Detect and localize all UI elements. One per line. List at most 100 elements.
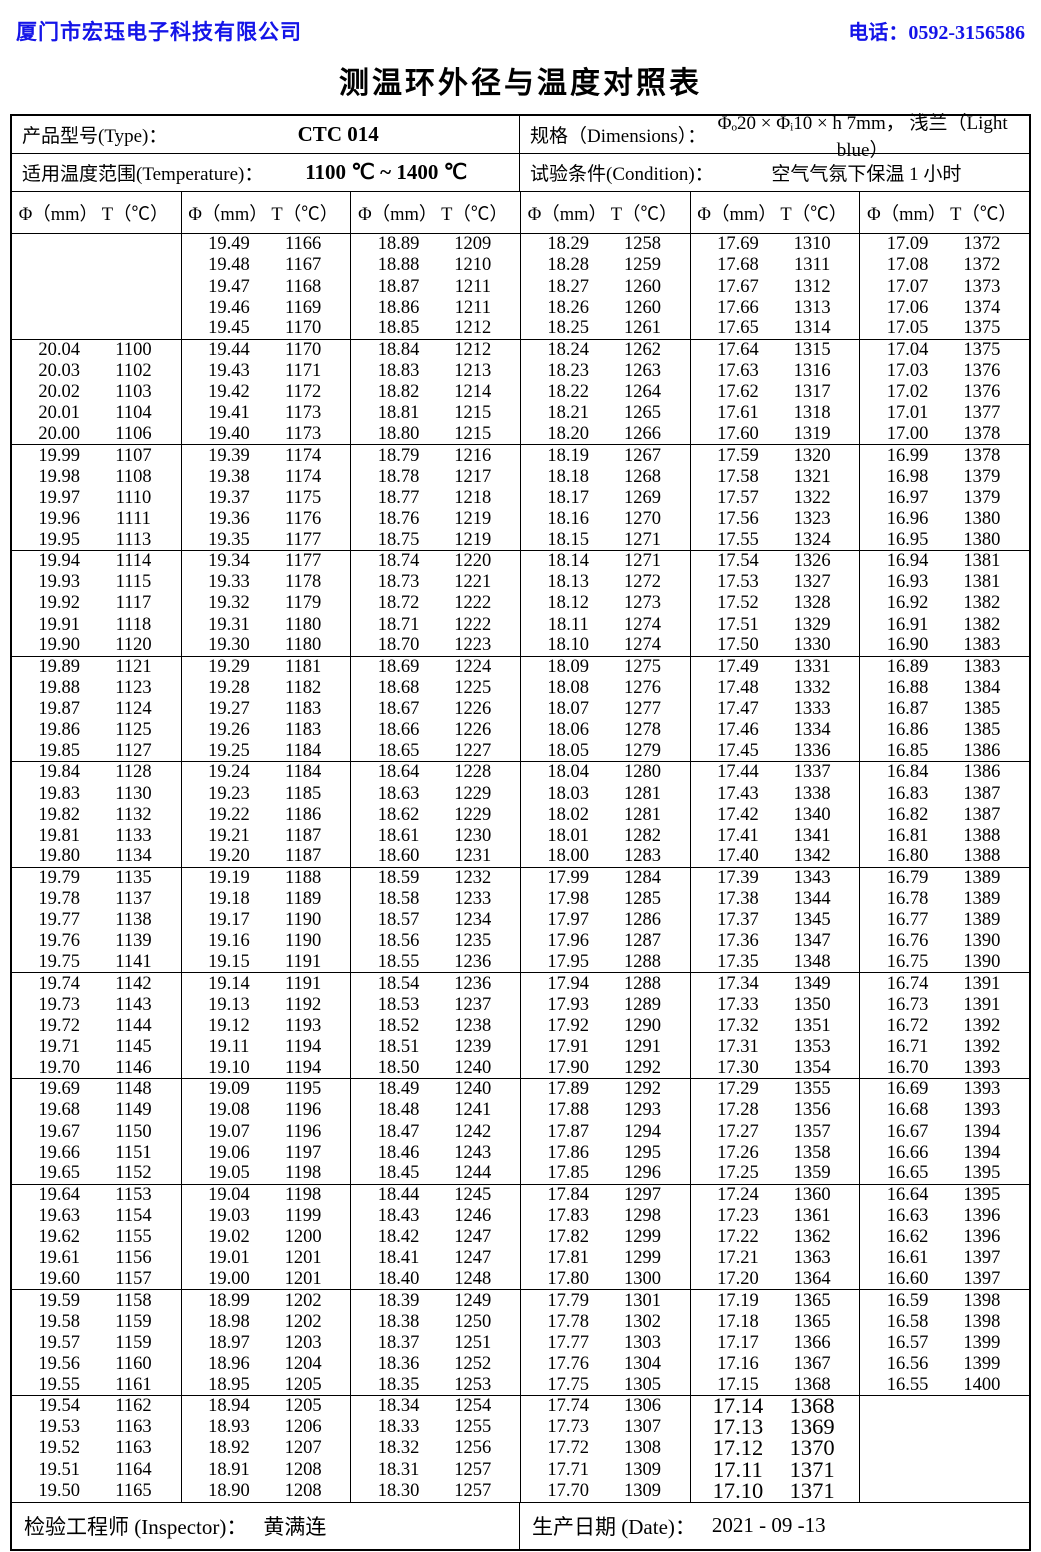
table-row: 19.17 1190 — [182, 910, 351, 931]
temp-cell: 1127 — [115, 740, 152, 761]
temp-cell: 1390 — [963, 952, 1001, 973]
table-row: 16.75 1390 — [860, 952, 1030, 974]
phi-cell: 19.49 — [208, 234, 250, 255]
table-row: 19.92 1117 — [12, 593, 181, 614]
table-row: 17.03 1376 — [860, 361, 1029, 382]
table-column-group-1: Φ（mm） T（℃） 20.04 1100 20.03 1102 20.02 1103 20.0… — [12, 192, 182, 1502]
table-row: 18.38 1250 — [351, 1311, 520, 1332]
temp-cell: 1377 — [963, 403, 1001, 424]
phi-cell: 17.64 — [717, 339, 759, 360]
temp-cell: 1379 — [963, 487, 1001, 508]
top-bar: 厦门市宏珏电子科技有限公司 电话：0592-3156586 — [0, 0, 1041, 46]
phi-cell: 16.90 — [886, 635, 929, 656]
temp-cell: 1359 — [793, 1163, 831, 1184]
column-header: Φ（mm） T（℃） — [690, 192, 860, 234]
table-row: 19.38 1174 — [182, 466, 351, 487]
temp-cell: 1235 — [454, 931, 492, 952]
table-row: 19.75 1141 — [12, 952, 181, 974]
phi-cell: 18.57 — [377, 910, 420, 931]
phi-cell: 17.76 — [547, 1353, 590, 1374]
phi-cell: 17.15 — [717, 1374, 759, 1395]
temp-cell: 1214 — [454, 382, 492, 403]
phi-cell: 16.72 — [886, 1015, 929, 1036]
phi-cell: 19.02 — [208, 1227, 250, 1248]
table-row: 17.46 1334 — [691, 720, 860, 741]
table-row: 18.46 1243 — [351, 1142, 520, 1163]
table-row: 18.64 1228 — [351, 762, 520, 783]
temp-cell: 1169 — [284, 297, 322, 318]
temp-cell: 1342 — [793, 846, 831, 867]
phi-cell: 17.17 — [717, 1332, 759, 1353]
temp-cell: 1376 — [963, 382, 1001, 403]
phi-cell: 16.94 — [886, 551, 929, 572]
temp-cell: 1244 — [454, 1163, 492, 1184]
phi-cell: 18.70 — [377, 635, 420, 656]
temp-cell: 1274 — [623, 635, 661, 656]
temp-cell: 1228 — [454, 762, 492, 783]
table-row: 19.30 1180 — [181, 635, 351, 657]
table-row: 17.09 1372 — [860, 234, 1029, 255]
phi-cell: 17.72 — [547, 1438, 590, 1459]
table-row: 20.03 1102 — [12, 361, 181, 382]
table-row: 18.58 1233 — [351, 889, 520, 910]
temp-cell: 1340 — [793, 804, 831, 825]
table-row: 18.41 1247 — [351, 1248, 520, 1269]
phi-cell: 17.46 — [717, 720, 759, 741]
table-row: 17.00 1378 — [860, 424, 1030, 446]
temp-cell: 1173 — [284, 423, 322, 444]
temp-cell: 1133 — [115, 825, 152, 846]
table-row: 19.71 1145 — [12, 1037, 181, 1058]
table-row: 17.66 1313 — [691, 297, 860, 318]
phi-cell: 18.13 — [547, 572, 590, 593]
temp-cell: 1260 — [623, 276, 661, 297]
phi-cell: 18.97 — [208, 1332, 250, 1353]
table-row: 16.60 1397 — [860, 1269, 1030, 1291]
temp-cell: 1222 — [454, 614, 492, 635]
table-row: 19.68 1149 — [12, 1100, 181, 1121]
temp-cell: 1395 — [963, 1163, 1001, 1184]
table-row: 18.65 1227 — [351, 741, 521, 763]
temp-cell: 1229 — [454, 783, 492, 804]
temp-cell: 1393 — [963, 1057, 1001, 1078]
table-row: 18.61 1230 — [351, 826, 520, 847]
temp-cell: 1164 — [115, 1459, 152, 1480]
phi-cell: 18.50 — [377, 1057, 420, 1078]
phi-cell: 18.10 — [547, 635, 590, 656]
phi-cell: 19.48 — [208, 255, 250, 276]
temp-cell: 1177 — [284, 551, 322, 572]
temp-cell: 1194 — [284, 1037, 322, 1058]
phi-cell: 17.13 — [712, 1414, 764, 1440]
table-row: 19.34 1177 — [182, 551, 351, 572]
temp-cell: 1284 — [623, 868, 661, 889]
phi-cell: 19.72 — [38, 1015, 81, 1036]
phi-cell: 17.41 — [717, 825, 759, 846]
temp-cell: 1175 — [284, 487, 322, 508]
phi-cell: 18.00 — [547, 846, 590, 867]
temp-cell: 1257 — [454, 1459, 492, 1480]
phi-cell: 19.79 — [38, 868, 81, 889]
phi-cell: 19.60 — [38, 1268, 81, 1289]
temp-cell: 1183 — [284, 720, 322, 741]
table-row: 18.48 1241 — [351, 1100, 520, 1121]
phi-cell: 19.84 — [38, 762, 81, 783]
table-row: 17.22 1362 — [691, 1227, 860, 1248]
temp-cell: 1295 — [623, 1142, 661, 1163]
temp-cell: 1278 — [623, 720, 661, 741]
temp-cell: 1123 — [115, 677, 152, 698]
temp-cell: 1180 — [284, 614, 322, 635]
temp-cell: 1389 — [963, 910, 1001, 931]
table-row: 20.00 1106 — [12, 424, 181, 446]
table-row: 17.29 1355 — [691, 1079, 860, 1100]
phi-cell: 16.89 — [886, 656, 929, 677]
table-row: 18.79 1216 — [351, 445, 520, 466]
temp-cell: 1298 — [623, 1206, 661, 1227]
temp-cell: 1368 — [793, 1374, 831, 1395]
phi-cell: 17.43 — [717, 783, 759, 804]
phi-cell: 19.42 — [208, 382, 250, 403]
phi-cell: 18.98 — [208, 1311, 250, 1332]
table-row: 17.78 1302 — [521, 1311, 690, 1332]
table-row: 18.91 1208 — [182, 1459, 351, 1480]
phi-cell: 16.65 — [886, 1163, 929, 1184]
temp-cell: 1234 — [454, 910, 492, 931]
phi-cell: 17.03 — [886, 361, 929, 382]
